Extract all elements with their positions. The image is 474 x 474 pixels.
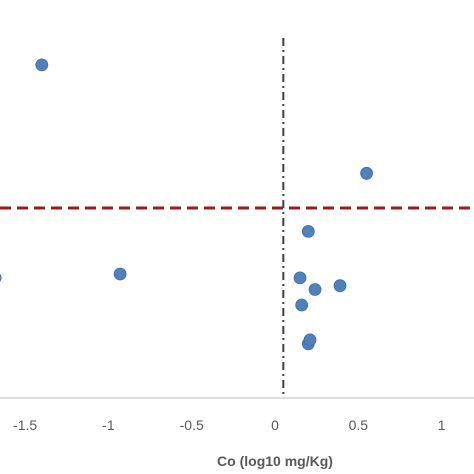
x-tick-label-5: 0.5 [349,417,369,433]
data-point-1 [35,58,49,72]
x-tick-label-1: -1.5 [13,417,37,433]
data-point-7 [308,283,322,296]
data-points [0,58,374,351]
data-point-9 [295,298,309,312]
data-point-8 [333,279,347,293]
data-point-3 [113,267,127,281]
data-point-6 [293,271,307,285]
data-point-11 [303,333,317,347]
x-axis-title: Co (log10 mg/Kg) [217,453,333,469]
data-point-4 [360,166,374,180]
x-tick-label-6: 1 [438,417,446,433]
x-tick-label-4: 0 [271,417,279,433]
data-point-2 [0,273,2,283]
x-tick-labels: -1.5 -1 -0.5 0 0.5 1 [13,417,446,433]
reference-lines [0,38,474,398]
x-tick-label-3: -0.5 [180,417,204,433]
x-tick-label-2: -1 [102,417,115,433]
data-point-5 [301,224,315,238]
